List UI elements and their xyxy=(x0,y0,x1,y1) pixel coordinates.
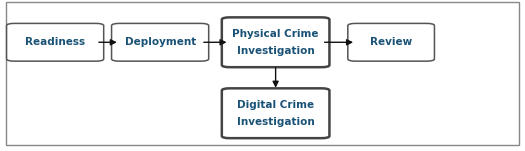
FancyBboxPatch shape xyxy=(222,17,330,67)
Text: Readiness: Readiness xyxy=(25,37,85,47)
FancyBboxPatch shape xyxy=(222,88,330,138)
Text: Physical Crime: Physical Crime xyxy=(233,29,319,39)
Text: Investigation: Investigation xyxy=(237,117,314,127)
FancyBboxPatch shape xyxy=(111,23,208,61)
Text: Review: Review xyxy=(370,37,412,47)
FancyBboxPatch shape xyxy=(348,23,435,61)
FancyBboxPatch shape xyxy=(6,2,519,145)
Text: Deployment: Deployment xyxy=(124,37,196,47)
FancyBboxPatch shape xyxy=(6,23,104,61)
Text: Investigation: Investigation xyxy=(237,46,314,56)
Text: Digital Crime: Digital Crime xyxy=(237,100,314,110)
